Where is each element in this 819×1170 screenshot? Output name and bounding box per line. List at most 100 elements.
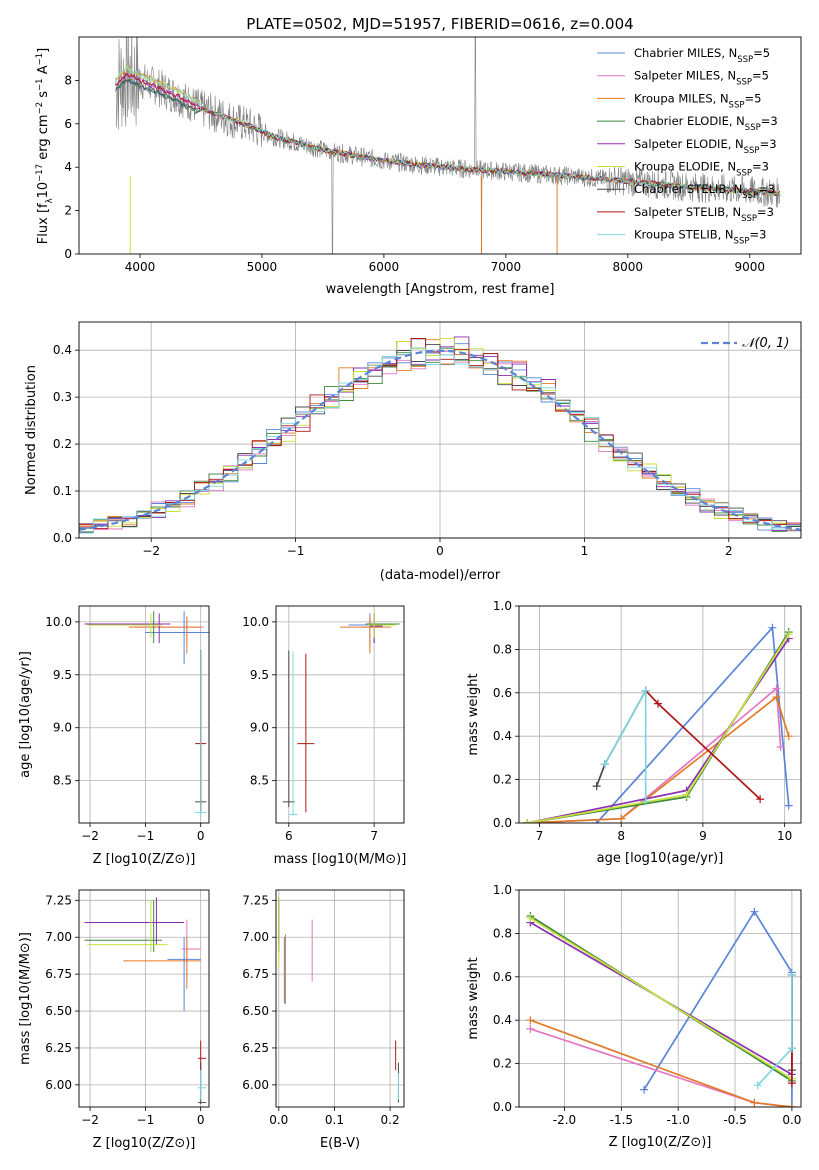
legend-text: Chabrier ELODIE, N	[634, 114, 745, 128]
legend-text: =3	[758, 182, 775, 196]
y-tick-label: 7.25	[45, 893, 72, 907]
y-axis-label-part: Flux [f	[36, 203, 51, 244]
legend-subscript: SSP	[736, 169, 752, 179]
y-tick-label: 0.2	[53, 437, 72, 451]
y-tick-label: 8	[64, 73, 72, 87]
legend-label-chab_miles: Chabrier MILES, NSSP=5	[634, 46, 770, 65]
x-tick-label: 4000	[125, 260, 156, 274]
legend-text: Salpeter STELIB, N	[634, 205, 741, 219]
legend-text: Chabrier MILES, N	[634, 46, 737, 60]
plot-area	[526, 907, 796, 1107]
axes-frame	[78, 889, 210, 1108]
legend-label-krou_stelib: Kroupa STELIB, NSSP=3	[634, 228, 766, 247]
y-tick-label: 0.8	[493, 926, 512, 940]
y-tick-label: 6.25	[242, 1041, 269, 1055]
y-tick-label: 0.4	[493, 729, 512, 743]
axes-frame	[275, 889, 405, 1108]
y-tick-label: 9.0	[250, 721, 269, 735]
series-line-krou_miles	[527, 695, 790, 823]
y-tick-label: 0.4	[493, 1013, 512, 1027]
y-axis-label: age [log10(age/yr)]	[18, 651, 33, 778]
y-axis-label-part: −17	[35, 164, 45, 182]
x-tick-label: 5000	[247, 260, 278, 274]
point-marker-krou_elodie	[682, 790, 691, 799]
legend-text: =3	[757, 205, 774, 219]
legend-label-chab_stelib: Chabrier STELIB, NSSP=3	[634, 182, 775, 201]
legend-label-normal: 𝒩(0, 1)	[742, 336, 789, 351]
legend-subscript: SSP	[744, 146, 760, 156]
legend-subscript: SSP	[745, 123, 761, 133]
x-tick-label: −1	[287, 544, 305, 558]
y-axis-label: Normed distribution	[24, 365, 39, 495]
y-tick-label: 9.5	[250, 668, 269, 682]
axes-frame	[78, 321, 802, 539]
normal-curve	[79, 349, 801, 531]
y-tick-label: 7.00	[45, 930, 72, 944]
y-tick-label: 0.6	[493, 686, 512, 700]
y-axis-label-part: ]	[36, 48, 51, 53]
point-marker-salp_stelib	[653, 699, 662, 708]
y-axis-label-part: s	[36, 91, 51, 102]
series-line-krou_stelib	[604, 687, 647, 802]
model-line-krou_stelib	[115, 66, 780, 196]
y-tick-label: 0.2	[493, 773, 512, 787]
point-marker-salp_miles	[526, 1024, 535, 1033]
x-axis-label: age [log10(age/yr)]	[597, 851, 724, 866]
legend-text: =3	[761, 114, 778, 128]
axes-frame	[78, 36, 802, 255]
y-axis-label-part: λ	[45, 198, 55, 203]
axes-frame	[518, 605, 802, 824]
legend-subscript: SSP	[742, 191, 758, 201]
x-axis-label: Z [log10(Z/Z⊙)]	[93, 852, 196, 867]
axes-frame	[518, 889, 802, 1108]
hist-krou_stelib	[79, 347, 801, 534]
x-axis-label: Z [log10(Z/Z⊙)]	[609, 1135, 712, 1150]
x-tick-label: 0	[197, 1113, 205, 1127]
point-marker-krou_miles	[787, 1103, 796, 1107]
x-tick-label: 7	[536, 829, 544, 843]
panel-mass-weight-vs-Z: -2.0 -1.5 -1.0 -0.5 0.0 0.0 0.2 0.4 0.6 0.8 1.0 Z […	[466, 883, 801, 1150]
y-tick-label: 0.4	[53, 343, 72, 357]
x-tick-label: 0	[197, 829, 205, 843]
point-marker-salp_stelib	[787, 1079, 796, 1088]
legend-text: Kroupa STELIB, N	[634, 228, 734, 242]
x-tick-label: 0.0	[269, 1113, 288, 1127]
point-marker-krou_elodie	[784, 630, 793, 639]
legend-text: =3	[752, 160, 769, 174]
plot-area	[84, 897, 207, 1105]
x-axis-label: (data-model)/error	[380, 568, 501, 583]
x-tick-label: 0.1	[325, 1113, 344, 1127]
y-tick-label: 10.0	[45, 615, 72, 629]
plot-area	[278, 897, 399, 1103]
x-tick-label: 2	[725, 544, 733, 558]
plot-area	[115, 37, 781, 254]
y-tick-label: 0	[64, 247, 72, 261]
x-tick-label: -1.0	[666, 1113, 689, 1127]
legend-text: =5	[752, 69, 769, 83]
point-marker-krou_miles	[526, 1016, 535, 1025]
series-line-krou_elodie	[527, 633, 790, 823]
legend-text: =5	[753, 46, 770, 60]
panel-spectrum: 4000 5000 6000 7000 8000 9000 0 2 4 6 8 wavelength …	[35, 36, 802, 297]
point-marker-krou_miles	[750, 1098, 759, 1107]
legend-subscript: SSP	[736, 78, 752, 88]
panel-age-vs-mass: 6 7 8.5 9.0 9.5 10.0 mass [log10(M/M⊙)]	[242, 605, 406, 867]
y-tick-label: 6.50	[242, 1004, 269, 1018]
y-axis-label: mass [log10(M/M⊙)]	[18, 932, 33, 1065]
point-marker-krou_stelib	[787, 1044, 796, 1053]
x-tick-label: 7000	[491, 260, 522, 274]
point-marker-salp_stelib	[756, 795, 765, 804]
y-tick-label: 1.0	[493, 599, 512, 613]
point-marker-chab_miles	[640, 1085, 649, 1094]
series-line-chab_miles	[643, 910, 793, 1107]
y-tick-label: 0.1	[53, 484, 72, 498]
x-tick-label: 10	[777, 829, 792, 843]
point-marker-krou_stelib	[641, 686, 650, 695]
panel-residual-histogram: −2 −1 0 1 2 0.0 0.1 0.2 0.3 0.4 (data-model)/error…	[24, 321, 802, 583]
y-axis-label: Flux [fλ10−17 erg cm−2 s−1 A−1]	[35, 48, 55, 244]
y-axis-label: mass weight	[466, 673, 481, 755]
y-axis-label-part: erg cm	[36, 114, 51, 163]
point-marker-chab_miles	[750, 907, 759, 916]
axes-frame	[78, 605, 210, 824]
